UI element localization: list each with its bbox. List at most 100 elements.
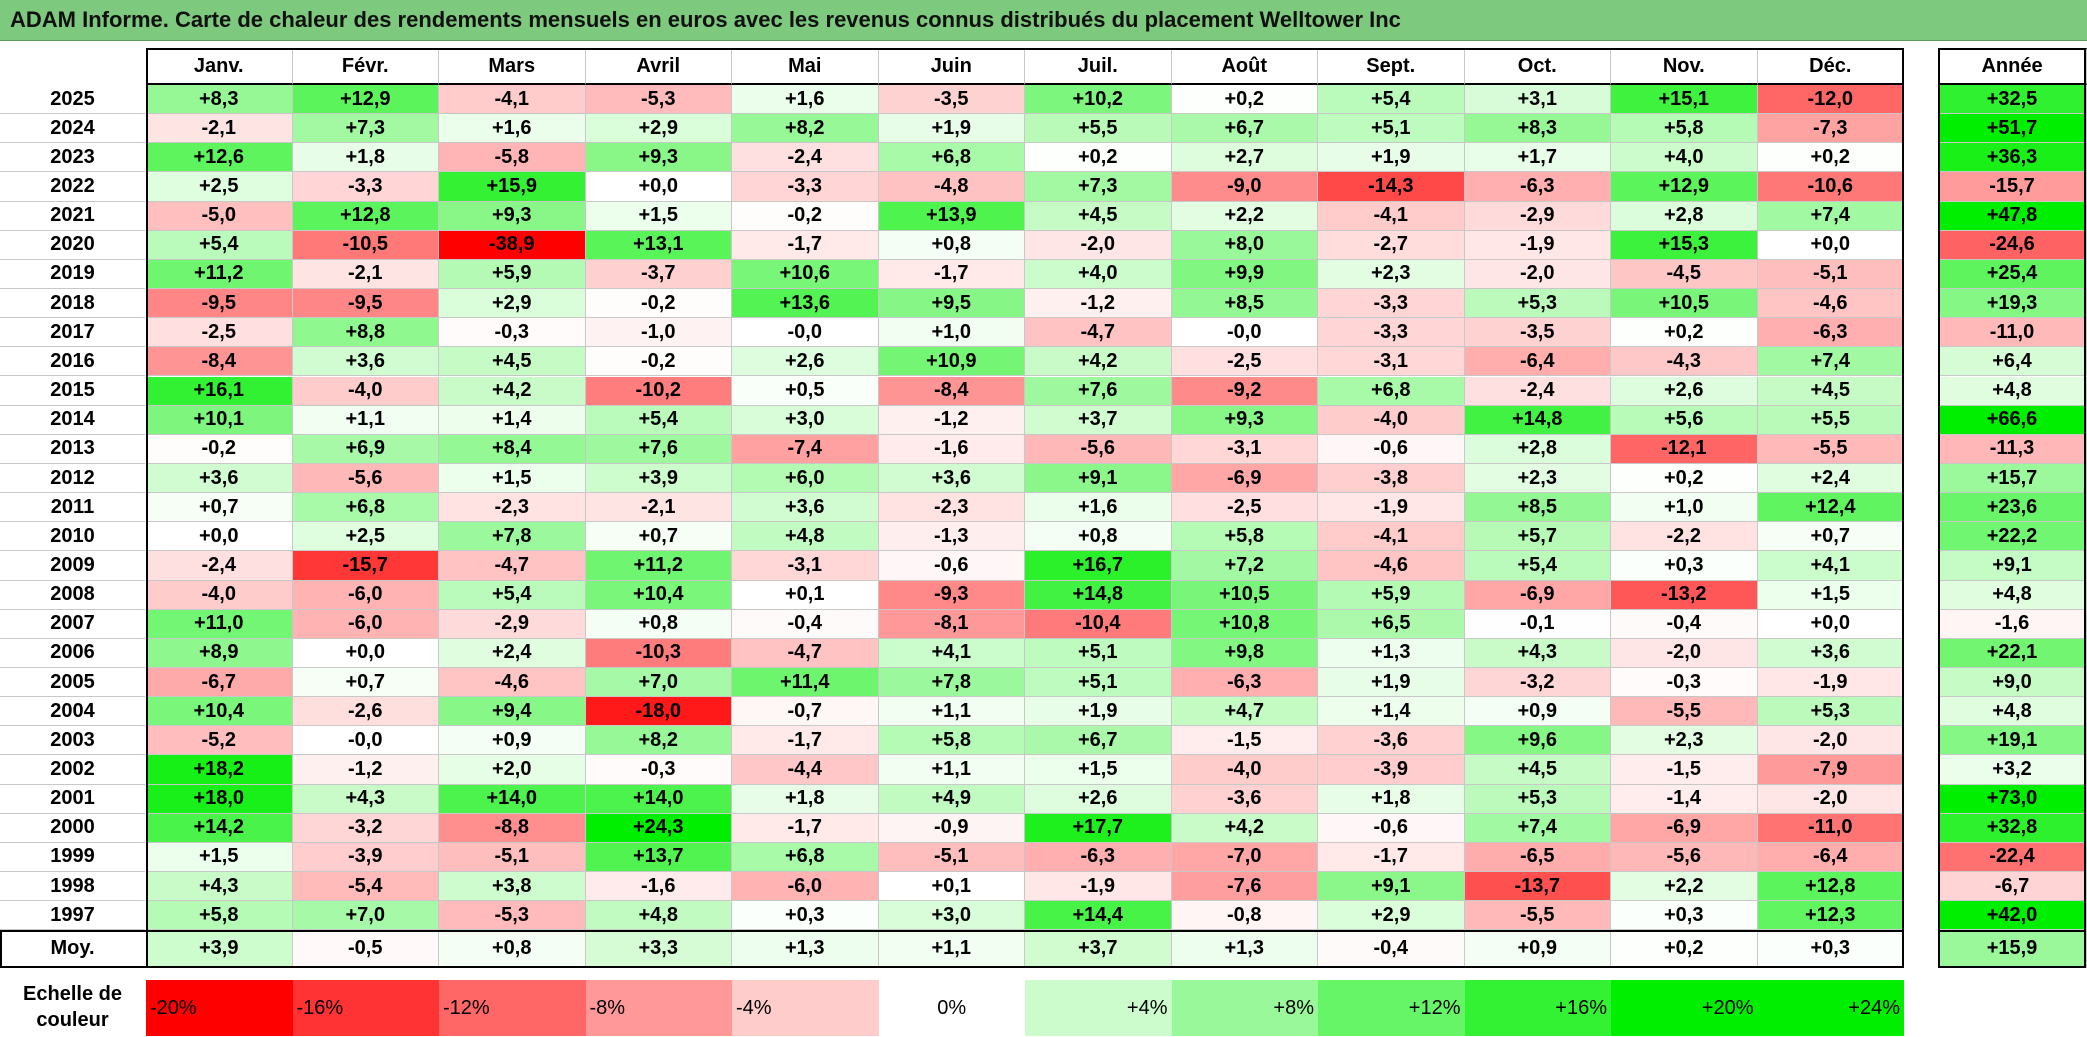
heatmap-cell: -0,6 — [1318, 813, 1465, 843]
heatmap-cell: -8,8 — [439, 813, 586, 843]
heatmap-cell: -0,3 — [1611, 668, 1758, 698]
heatmap-cell: +7,3 — [292, 114, 439, 144]
heatmap-cell: -2,5 — [1171, 493, 1318, 523]
row-year-label: 2011 — [0, 493, 145, 523]
heatmap-cell: +3,0 — [878, 901, 1025, 931]
color-scale-step: -8% — [585, 980, 732, 1036]
heatmap-cell: -13,7 — [1464, 872, 1611, 902]
heatmap-cell: +8,9 — [146, 638, 293, 668]
heatmap-cell: +13,7 — [585, 842, 732, 873]
heatmap-cell: -9,3 — [878, 580, 1025, 610]
heatmap-cell: +0,2 — [1171, 85, 1318, 115]
annual-cell: +3,2 — [1938, 755, 2087, 785]
column-header-4: Avril — [585, 48, 732, 85]
heatmap-cell: -3,2 — [1464, 668, 1611, 698]
heatmap-cell: +1,6 — [1025, 493, 1172, 523]
heatmap-cell: +7,4 — [1464, 813, 1611, 843]
heatmap-cell: +2,9 — [1318, 901, 1465, 931]
annual-cell: -11,3 — [1938, 434, 2087, 464]
heatmap-cell: +3,6 — [1757, 638, 1904, 668]
heatmap-cell: -3,1 — [732, 551, 879, 581]
heatmap-cell: -2,4 — [732, 143, 879, 173]
heatmap-cell: +5,8 — [878, 726, 1025, 756]
heatmap-cell: +8,2 — [732, 114, 879, 144]
heatmap-cell: +4,5 — [1025, 201, 1172, 231]
row-year-label: 2003 — [0, 726, 145, 756]
heatmap-cell: +10,1 — [146, 405, 293, 435]
heatmap-cell: +3,1 — [1464, 85, 1611, 115]
heatmap-cell: +8,2 — [585, 726, 732, 756]
heatmap-cell: -2,9 — [1464, 201, 1611, 231]
heatmap-cell: +10,4 — [585, 580, 732, 610]
heatmap-cell: +5,4 — [585, 405, 732, 435]
heatmap-cell: -4,0 — [292, 376, 439, 406]
heatmap-cell: -6,3 — [1025, 842, 1172, 873]
heatmap-cell: +5,3 — [1464, 289, 1611, 319]
heatmap-cell: -11,0 — [1757, 813, 1904, 843]
heatmap-cell: -10,5 — [292, 230, 439, 260]
heatmap-cell: -0,2 — [146, 434, 293, 464]
heatmap-cell: -2,0 — [1757, 726, 1904, 756]
heatmap-cell: -0,2 — [585, 347, 732, 377]
heatmap-cell: -6,4 — [1464, 347, 1611, 377]
row-year-label: 2015 — [0, 376, 145, 406]
heatmap-cell: +9,3 — [585, 143, 732, 173]
heatmap-cell: -5,1 — [878, 842, 1025, 873]
heatmap-cell: +4,8 — [732, 522, 879, 552]
heatmap-cell: +9,4 — [439, 697, 586, 727]
heatmap-cell: +5,4 — [1318, 85, 1465, 115]
heatmap-cell: -3,1 — [1318, 347, 1465, 377]
column-header-3: Mars — [439, 48, 586, 85]
row-year-label: 2002 — [0, 755, 145, 785]
heatmap-cell: -3,5 — [878, 85, 1025, 115]
heatmap-cell: +10,4 — [146, 697, 293, 727]
color-scale-step: +8% — [1171, 980, 1318, 1036]
heatmap-cell: +2,6 — [1025, 784, 1172, 814]
heatmap-cell: +5,6 — [1611, 405, 1758, 435]
heatmap-cell: +2,7 — [1171, 143, 1318, 173]
heatmap-cell: -6,3 — [1464, 172, 1611, 202]
heatmap-cell: +9,3 — [439, 201, 586, 231]
heatmap-cell: -0,0 — [292, 726, 439, 756]
heatmap-cell: +10,6 — [732, 259, 879, 290]
heatmap-cell: +1,5 — [146, 842, 293, 873]
annual-cell: +9,1 — [1938, 551, 2087, 581]
title-bar: ADAM Informe. Carte de chaleur des rende… — [0, 0, 2087, 41]
heatmap-cell: +5,1 — [1025, 668, 1172, 698]
average-cell: +0,3 — [1757, 930, 1904, 968]
heatmap-cell: -1,0 — [585, 318, 732, 348]
heatmap-cell: +5,8 — [1171, 522, 1318, 552]
heatmap-cell: +0,0 — [292, 638, 439, 668]
heatmap-cell: +15,3 — [1611, 230, 1758, 260]
heatmap-cell: -1,9 — [1757, 668, 1904, 698]
heatmap-cell: +6,9 — [292, 434, 439, 464]
heatmap-cell: -2,3 — [878, 493, 1025, 523]
heatmap-cell: -5,5 — [1757, 434, 1904, 464]
heatmap-cell: -6,9 — [1611, 813, 1758, 843]
annual-cell: +73,0 — [1938, 784, 2087, 814]
heatmap-cell: +1,8 — [292, 143, 439, 173]
row-year-label: 2009 — [0, 551, 145, 581]
heatmap-cell: +2,9 — [439, 289, 586, 319]
heatmap-cell: -6,3 — [1171, 668, 1318, 698]
heatmap-cell: +6,8 — [292, 493, 439, 523]
heatmap-cell: -3,8 — [1318, 463, 1465, 494]
row-year-label: 2000 — [0, 813, 145, 843]
heatmap-cell: -4,0 — [1171, 755, 1318, 785]
heatmap-cell: -3,9 — [292, 842, 439, 873]
heatmap-cell: -6,0 — [292, 609, 439, 639]
heatmap-cell: +0,2 — [1611, 318, 1758, 348]
average-annual-cell: +15,9 — [1938, 930, 2087, 968]
heatmap-cell: +5,7 — [1464, 522, 1611, 552]
heatmap-cell: +12,9 — [1611, 172, 1758, 202]
heatmap-cell: -6,5 — [1464, 842, 1611, 873]
heatmap-cell: -1,7 — [732, 230, 879, 260]
heatmap-cell: +0,1 — [732, 580, 879, 610]
heatmap-cell: -3,3 — [1318, 318, 1465, 348]
row-year-label: 2005 — [0, 668, 145, 698]
heatmap-cell: -9,2 — [1171, 376, 1318, 406]
average-cell: -0,4 — [1318, 930, 1465, 968]
heatmap-cell: +1,4 — [1318, 697, 1465, 727]
heatmap-cell: +1,9 — [1025, 697, 1172, 727]
heatmap-cell: +1,0 — [878, 318, 1025, 348]
